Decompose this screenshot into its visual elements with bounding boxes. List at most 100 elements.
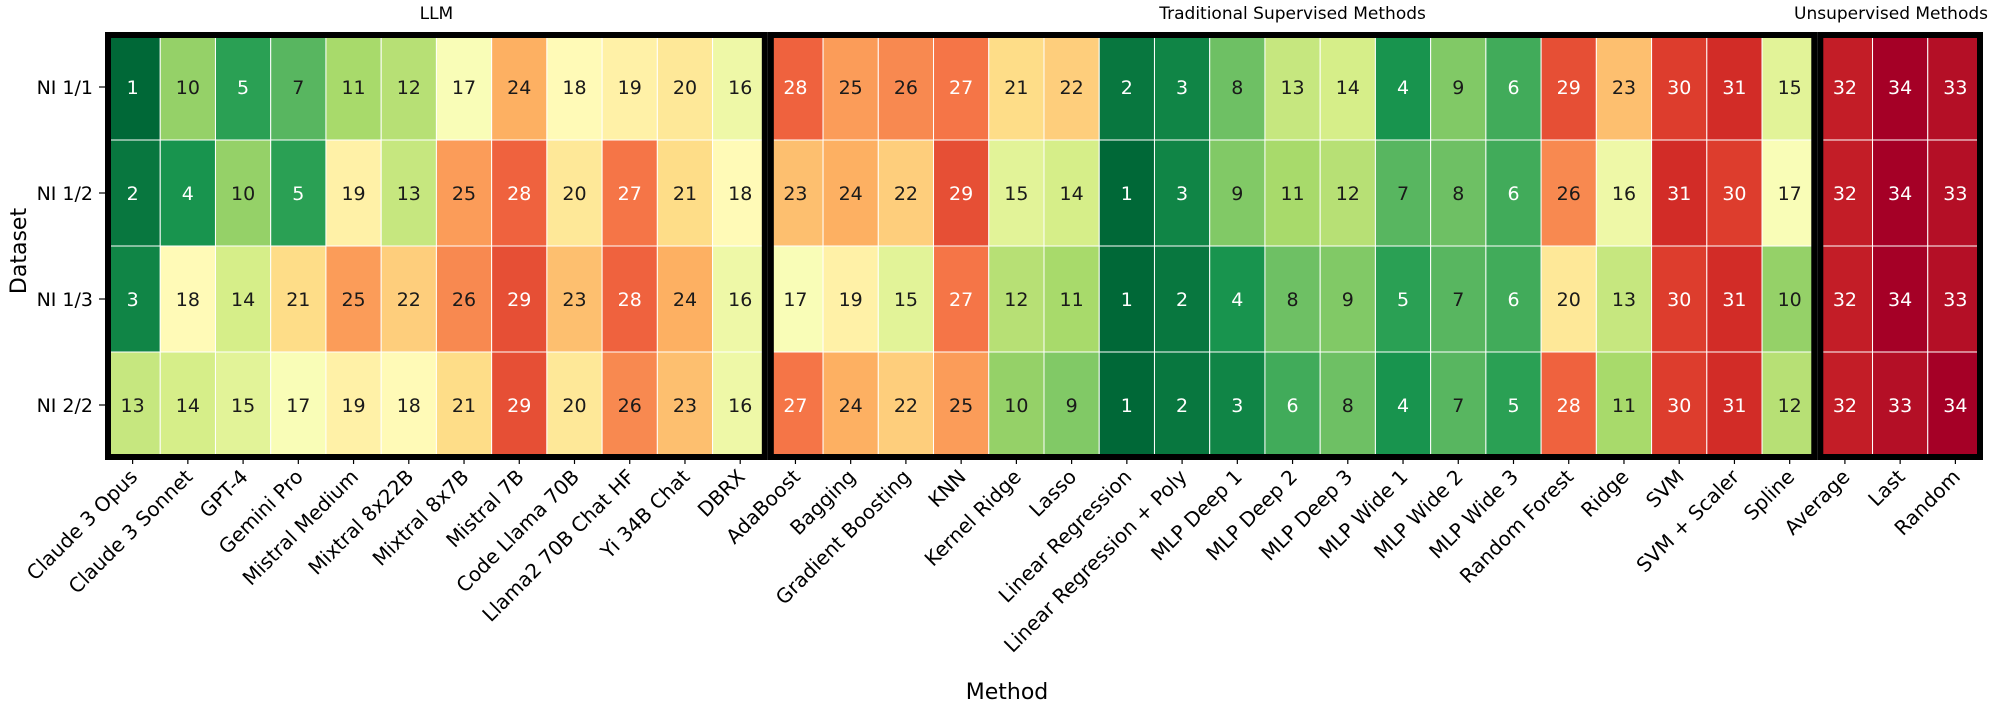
cell-value-label: 1: [1121, 183, 1133, 205]
group-border: [767, 32, 1818, 460]
cell-value-label: 13: [1280, 77, 1304, 99]
cell-value-label: 34: [1943, 395, 1967, 417]
group-labels: LLM Traditional Supervised Methods Unsuper…: [420, 4, 1989, 24]
heatmap-cell: [1816, 351, 1874, 459]
cell-value-label: 32: [1833, 183, 1857, 205]
cell-value-label: 3: [1176, 77, 1188, 99]
cell-value-label: 9: [1342, 289, 1354, 311]
cell-value-label: 27: [618, 183, 642, 205]
cell-value-label: 33: [1943, 289, 1967, 311]
cell-value-label: 11: [1280, 183, 1304, 205]
heatmap-cell: [601, 351, 658, 459]
heatmap-cell: [1153, 245, 1211, 353]
heatmap-cell: [1098, 139, 1155, 247]
cell-value-label: 6: [1507, 289, 1519, 311]
heatmap-cell: [1595, 351, 1653, 459]
heatmap-cell: [988, 351, 1045, 459]
heatmap-cell: [988, 139, 1045, 247]
cell-value-label: 14: [1060, 183, 1084, 205]
heatmap-cell: [1872, 139, 1929, 247]
heatmap-cell: [1430, 351, 1487, 459]
cell-value-label: 8: [1231, 77, 1243, 99]
heatmap-cell: [380, 351, 437, 459]
heatmap-cell: [1264, 139, 1321, 247]
heatmap-cell: [1927, 139, 1984, 247]
cell-value-label: 15: [1778, 77, 1802, 99]
heatmap-cell: [546, 245, 603, 353]
cell-value-label: 17: [286, 395, 310, 417]
cell-value-label: 22: [397, 289, 421, 311]
heatmap-cell: [546, 139, 603, 247]
heatmap-cell: [270, 33, 327, 141]
cell-value-label: 8: [1452, 183, 1464, 205]
cell-value-label: 28: [783, 77, 807, 99]
heatmap-cell: [1043, 351, 1100, 459]
cell-value-label: 33: [1943, 77, 1967, 99]
cell-value-label: 6: [1507, 183, 1519, 205]
cell-value-label: 22: [1060, 77, 1084, 99]
cell-value-label: 19: [341, 183, 365, 205]
cell-value-label: 3: [1176, 183, 1188, 205]
cell-value-label: 3: [127, 289, 139, 311]
cell-value-label: 6: [1507, 77, 1519, 99]
column-label: Last: [1863, 464, 1910, 511]
column-label: SVM: [1641, 465, 1689, 513]
column-label: KNN: [923, 465, 970, 512]
cell-value-label: 4: [1397, 77, 1409, 99]
heatmap-cell: [325, 351, 382, 459]
heatmap-cell: [1651, 245, 1708, 353]
cell-value-label: 11: [341, 77, 365, 99]
column-label: Ridge: [1576, 465, 1633, 522]
cell-value-label: 9: [1231, 183, 1243, 205]
cell-value-label: 7: [1397, 183, 1409, 205]
cell-value-label: 29: [507, 289, 531, 311]
heatmap-cell: [104, 245, 161, 353]
cell-value-label: 33: [1888, 395, 1912, 417]
cell-value-label: 18: [562, 77, 586, 99]
heatmap-cell: [1153, 33, 1211, 141]
cell-value-label: 31: [1722, 289, 1746, 311]
cell-value-label: 1: [1121, 395, 1133, 417]
cell-value-label: 11: [1060, 289, 1084, 311]
cell-value-label: 30: [1667, 289, 1691, 311]
heatmap-cell: [933, 351, 990, 459]
cell-value-label: 31: [1722, 77, 1746, 99]
cell-value-label: 18: [728, 183, 752, 205]
cell-value-label: 21: [1004, 77, 1028, 99]
heatmap-cell: [601, 33, 658, 141]
heatmap-cell: [656, 245, 714, 353]
cell-value-label: 24: [507, 77, 531, 99]
cell-value-label: 32: [1833, 77, 1857, 99]
heatmap-cell: [822, 351, 879, 459]
heatmap-cell: [656, 139, 714, 247]
heatmap-cell: [1706, 351, 1763, 459]
heatmap-cell: [1264, 351, 1321, 459]
cell-value-label: 25: [341, 289, 365, 311]
heatmap-cell: [104, 139, 161, 247]
cell-value-label: 29: [1557, 77, 1581, 99]
cell-value-label: 13: [121, 395, 145, 417]
heatmap-cell: [104, 351, 161, 459]
cell-value-labels: 1 10 5 7 11 12 17 24 18 19 20 16 28 25 26 27 21 22 2 3 8 13 14…: [121, 77, 1968, 417]
cell-value-label: 28: [507, 183, 531, 205]
cell-value-label: 19: [839, 289, 863, 311]
group-borders: [105, 32, 1983, 460]
heatmap-cell: [712, 33, 769, 141]
group-label: Unsupervised Methods: [1794, 4, 1988, 24]
cell-value-label: 25: [949, 395, 973, 417]
cell-value-label: 20: [562, 395, 586, 417]
heatmap-cell: [656, 351, 714, 459]
cell-value-label: 16: [728, 289, 752, 311]
heatmap-cell: [601, 245, 658, 353]
cell-value-label: 24: [839, 183, 863, 205]
heatmap-cell: [380, 245, 437, 353]
cell-value-label: 7: [292, 77, 304, 99]
cell-value-label: 34: [1888, 183, 1912, 205]
row-label: NI 1/1: [37, 77, 93, 99]
heatmap-cell: [214, 139, 272, 247]
cell-value-label: 18: [397, 395, 421, 417]
heatmap-cell: [1319, 245, 1376, 353]
cell-value-label: 25: [839, 77, 863, 99]
row-label: NI 1/3: [37, 289, 93, 311]
heatmap-cell: [1706, 139, 1763, 247]
